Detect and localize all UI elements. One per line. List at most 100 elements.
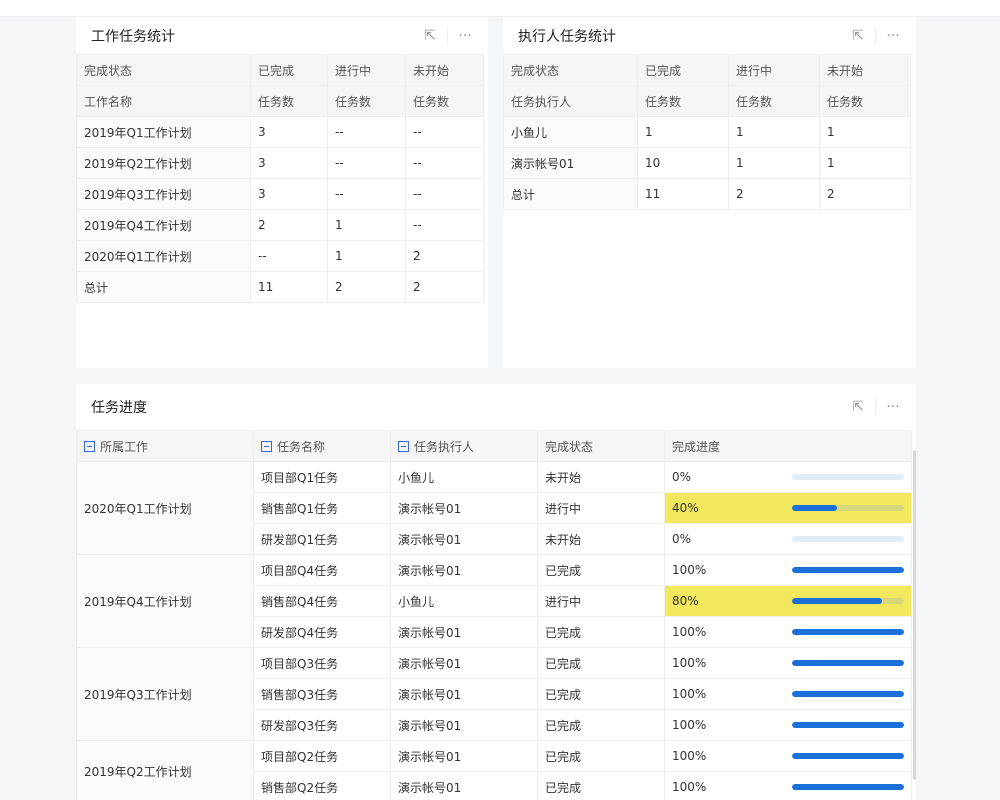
scrollbar[interactable]	[913, 450, 916, 780]
progress-text: 80%	[672, 594, 699, 608]
status-cell: 已完成	[537, 554, 665, 586]
column-header: 完成进度	[664, 430, 912, 462]
external-link-icon[interactable]: ⇱	[424, 27, 436, 44]
status-cell: 未开始	[537, 461, 665, 493]
owner-cell: 演示帐号01	[390, 771, 538, 800]
cell-value: 1	[327, 209, 406, 241]
row-label: 2019年Q2工作计划	[76, 147, 251, 179]
task-progress-card: 任务进度 ⇱ ··· 所属工作 任务名称 任务执行人 完成状态 完成进度 2020年Q1工作…	[76, 384, 916, 800]
table-row: 2019年Q2工作计划 项目部Q2任务 演示帐号01 已完成 100%	[76, 740, 912, 800]
progress-fill	[792, 567, 904, 573]
progress-bar	[792, 691, 904, 697]
table-row: 2019年Q3工作计划 项目部Q3任务 演示帐号01 已完成 100%	[76, 647, 912, 741]
task-name-cell: 研发部Q3任务	[253, 709, 391, 741]
minus-square-icon[interactable]	[84, 440, 95, 452]
progress-fill	[792, 505, 837, 511]
external-link-icon[interactable]: ⇱	[852, 399, 864, 415]
row-label: 演示帐号01	[503, 147, 638, 179]
cell-value: 1	[819, 116, 911, 148]
card-title: 任务进度	[91, 400, 147, 416]
owner-cell: 演示帐号01	[390, 647, 538, 679]
progress-cell: 100%	[664, 554, 912, 586]
progress-bar	[792, 660, 904, 666]
top-bar	[0, 0, 1000, 17]
progress-bar	[792, 784, 904, 790]
cell-value: 2	[728, 178, 820, 210]
progress-bar	[792, 567, 904, 573]
cell-value: --	[250, 240, 328, 272]
column-label: 所属工作	[100, 439, 149, 454]
progress-fill	[792, 660, 904, 666]
column-label: 任务执行人	[414, 439, 475, 454]
progress-text: 100%	[672, 625, 707, 639]
minus-square-icon[interactable]	[261, 440, 272, 452]
task-progress-table: 所属工作 任务名称 任务执行人 完成状态 完成进度 2020年Q1工作计划 项目部Q1任务小…	[76, 430, 912, 800]
progress-bar	[792, 629, 904, 635]
column-header: 任务数	[405, 85, 484, 117]
status-cell: 已完成	[537, 771, 665, 800]
owner-cell: 演示帐号01	[390, 554, 538, 586]
owner-cell: 小鱼儿	[390, 461, 538, 493]
work-name-cell: 2019年Q2工作计划	[76, 740, 254, 800]
column-header: 任务数	[819, 85, 911, 117]
column-label: 完成进度	[672, 439, 721, 454]
progress-fill	[792, 629, 904, 635]
progress-text: 100%	[672, 656, 707, 670]
table-row: 总计 11 2 2	[76, 271, 484, 303]
column-header: 所属工作	[76, 430, 254, 462]
status-cell: 已完成	[537, 740, 665, 772]
status-cell: 已完成	[537, 616, 665, 648]
header-row: 任务执行人 任务数 任务数 任务数	[503, 85, 911, 117]
owner-cell: 演示帐号01	[390, 616, 538, 648]
cell-value: 1	[819, 147, 911, 179]
progress-cell: 100%	[664, 771, 912, 800]
cell-value: --	[327, 178, 406, 210]
work-name-cell: 2019年Q4工作计划	[76, 554, 254, 648]
cell-value: 11	[637, 178, 729, 210]
column-header: 任务数	[327, 85, 406, 117]
progress-cell: 0%	[664, 523, 912, 555]
owner-cell: 演示帐号01	[390, 709, 538, 741]
work-task-table: 完成状态 已完成 进行中 未开始 工作名称 任务数 任务数 任务数 2019年Q1工作计划 3 --…	[76, 54, 484, 303]
progress-text: 40%	[672, 501, 699, 515]
column-label: 任务名称	[277, 439, 326, 454]
cell-value: --	[405, 178, 484, 210]
progress-text: 100%	[672, 749, 707, 763]
header-row: 所属工作 任务名称 任务执行人 完成状态 完成进度	[76, 430, 912, 462]
external-link-icon[interactable]: ⇱	[852, 27, 864, 44]
card-title: 工作任务统计	[91, 28, 175, 45]
cell-value: 10	[637, 147, 729, 179]
more-icon[interactable]: ···	[886, 399, 900, 415]
work-name-cell: 2020年Q1工作计划	[76, 461, 254, 555]
table-row: 演示帐号01 10 1 1	[503, 147, 911, 179]
task-name-cell: 销售部Q1任务	[253, 492, 391, 524]
task-name-cell: 研发部Q4任务	[253, 616, 391, 648]
cell-value: 1	[327, 240, 406, 272]
row-label: 2019年Q3工作计划	[76, 178, 251, 210]
cell-value: 2	[819, 178, 911, 210]
cell-value: 2	[405, 271, 484, 303]
table-row: 研发部Q1任务 演示帐号01 未开始 0%	[77, 523, 912, 555]
row-label: 小鱼儿	[503, 116, 638, 148]
column-header: 任务数	[728, 85, 820, 117]
status-cell: 已完成	[537, 678, 665, 710]
card-title: 执行人任务统计	[518, 28, 616, 45]
progress-cell: 100%	[664, 709, 912, 741]
progress-bar	[792, 474, 904, 480]
owner-cell: 演示帐号01	[390, 492, 538, 524]
progress-bar	[792, 753, 904, 759]
cell-value: 2	[327, 271, 406, 303]
progress-bar	[792, 536, 904, 542]
progress-cell: 0%	[664, 461, 912, 493]
column-header: 未开始	[405, 54, 484, 86]
row-label: 2019年Q4工作计划	[76, 209, 251, 241]
progress-cell: 80%	[664, 585, 912, 617]
cell-value: 1	[728, 147, 820, 179]
minus-square-icon[interactable]	[398, 440, 409, 452]
table-row: 研发部Q4任务 演示帐号01 已完成 100%	[77, 616, 912, 648]
more-icon[interactable]: ···	[886, 27, 900, 44]
progress-fill	[792, 784, 904, 790]
progress-text: 100%	[672, 718, 707, 732]
header-row: 工作名称 任务数 任务数 任务数	[76, 85, 484, 117]
more-icon[interactable]: ···	[458, 27, 472, 44]
